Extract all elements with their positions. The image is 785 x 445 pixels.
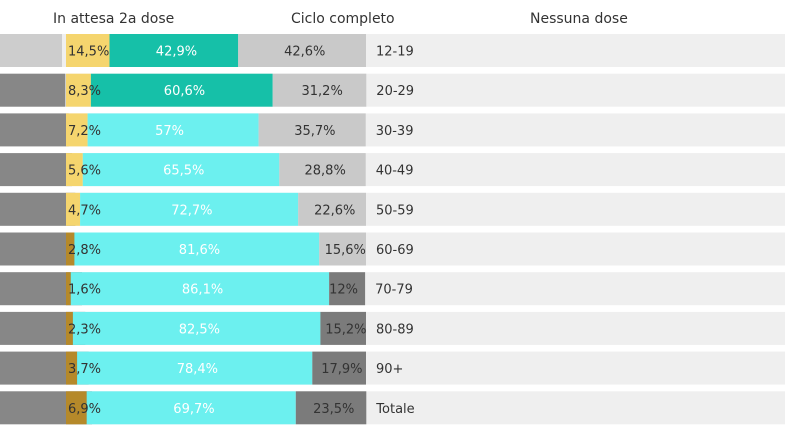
- bar-nessuna: [295, 391, 367, 425]
- value-label-nessuna: 42,6%: [284, 45, 325, 60]
- header-ciclo-completo: Ciclo completo: [291, 11, 395, 27]
- row-lead: [0, 113, 69, 147]
- value-label-attesa: 14,5%: [68, 45, 109, 60]
- row-lead: [0, 73, 66, 107]
- headers-layer: In attesa 2a dose Ciclo completo Nessuna…: [53, 11, 628, 27]
- bar-attesa: [66, 391, 87, 425]
- value-label-nessuna: 23,5%: [313, 402, 354, 417]
- category-label: 20-29: [376, 84, 414, 99]
- bar-attesa: [66, 232, 75, 266]
- bar-attesa: [66, 113, 88, 147]
- bar-nessuna: [279, 153, 366, 187]
- category-label: 30-39: [376, 124, 414, 139]
- value-label-ciclo: 57%: [155, 124, 184, 139]
- value-label-nessuna: 31,2%: [302, 84, 343, 99]
- bar-ciclo: [90, 73, 273, 107]
- value-label-nessuna: 35,7%: [294, 124, 335, 139]
- bar-ciclo: [80, 192, 299, 226]
- labels-layer: 14,5% 42,9% 42,6% 12-19 8,3% 60,6% 31,2% 20-29 7…: [68, 45, 415, 417]
- bar-attesa: [66, 73, 91, 107]
- category-label: 40-49: [376, 164, 414, 179]
- value-label-ciclo: 82,5%: [179, 322, 220, 337]
- value-label-ciclo: 65,5%: [163, 164, 204, 179]
- value-label-ciclo: 81,6%: [179, 243, 220, 258]
- value-label-ciclo: 60,6%: [164, 84, 205, 99]
- bar-ciclo: [109, 34, 239, 67]
- category-label: 50-59: [376, 203, 414, 218]
- bar-nessuna: [238, 34, 366, 67]
- value-label-nessuna: 17,9%: [321, 362, 362, 377]
- bar-attesa: [66, 311, 73, 345]
- bar-ciclo: [77, 351, 313, 385]
- bar-nessuna: [258, 113, 366, 147]
- bar-attesa: [66, 192, 81, 226]
- bar-ciclo: [70, 272, 330, 306]
- bar-nessuna: [329, 272, 366, 306]
- value-label-ciclo: 42,9%: [156, 45, 197, 60]
- bar-attesa: [66, 153, 83, 187]
- value-label-ciclo: 72,7%: [171, 203, 212, 218]
- value-label-attesa: 6,9%: [68, 402, 101, 417]
- bar-attesa: [66, 272, 71, 306]
- category-label: 12-19: [376, 45, 414, 60]
- bar-nessuna: [298, 192, 366, 226]
- row-lead: [0, 192, 76, 226]
- bar-nessuna: [320, 311, 366, 345]
- value-label-attesa: 2,8%: [68, 243, 101, 258]
- bar-ciclo: [74, 232, 320, 266]
- row-lead: [0, 232, 79, 266]
- category-label: 60-69: [376, 243, 414, 258]
- value-label-nessuna: 22,6%: [314, 203, 355, 218]
- value-label-attesa: 1,6%: [68, 283, 101, 298]
- bar-nessuna: [319, 232, 366, 266]
- category-label: Totale: [375, 402, 414, 417]
- row-lead: [0, 34, 62, 67]
- value-label-nessuna: 15,6%: [325, 243, 366, 258]
- bar-nessuna: [272, 73, 367, 107]
- value-label-attesa: 3,7%: [68, 362, 101, 377]
- value-label-nessuna: 12%: [329, 283, 358, 298]
- category-label: 70-79: [375, 283, 413, 298]
- bar-attesa: [66, 351, 78, 385]
- value-label-attesa: 8,3%: [68, 84, 101, 99]
- header-in-attesa: In attesa 2a dose: [53, 11, 174, 27]
- bar-ciclo: [87, 113, 259, 147]
- value-label-attesa: 5,6%: [68, 164, 101, 179]
- bars-layer: [0, 34, 367, 425]
- value-label-attesa: 4,7%: [68, 203, 101, 218]
- category-label: 80-89: [376, 322, 414, 337]
- value-label-attesa: 2,3%: [68, 322, 101, 337]
- value-label-attesa: 7,2%: [68, 124, 101, 139]
- value-label-ciclo: 78,4%: [177, 362, 218, 377]
- value-label-ciclo: 86,1%: [182, 283, 223, 298]
- bar-attesa: [66, 34, 110, 67]
- header-nessuna-dose: Nessuna dose: [530, 11, 628, 27]
- value-label-nessuna: 28,8%: [305, 164, 346, 179]
- bar-ciclo: [72, 311, 321, 345]
- bar-nessuna: [312, 351, 366, 385]
- value-label-nessuna: 15,2%: [325, 322, 366, 337]
- bar-ciclo: [82, 153, 280, 187]
- value-label-ciclo: 69,7%: [173, 402, 214, 417]
- row-lead: [0, 153, 72, 187]
- category-label: 90+: [376, 362, 403, 377]
- bar-ciclo: [86, 391, 296, 425]
